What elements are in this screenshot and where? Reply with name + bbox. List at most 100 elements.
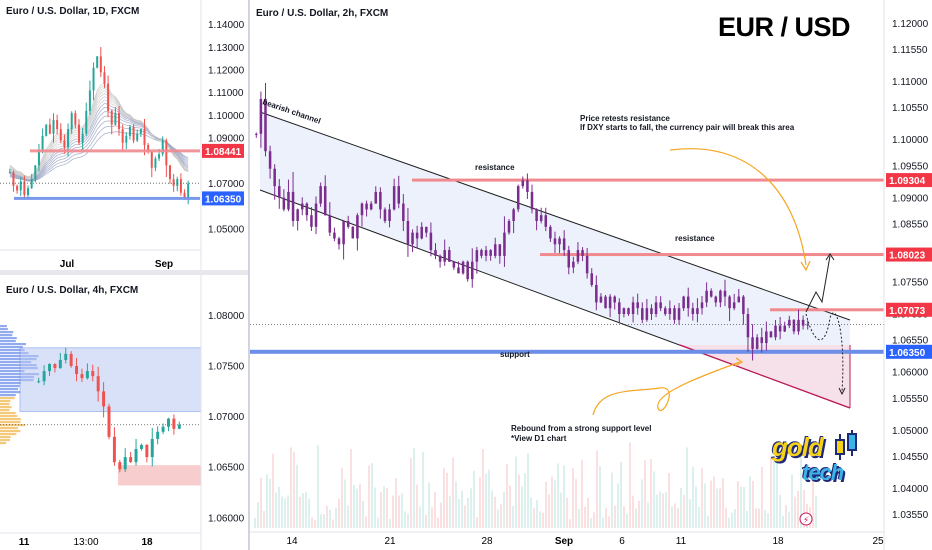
volume-bar: [767, 513, 769, 528]
main-chart[interactable]: bearish channel Price retests resistanceI…: [250, 0, 932, 550]
volume-bar: [389, 518, 391, 528]
candle-body: [475, 250, 479, 262]
candle-body: [88, 90, 91, 111]
volume-bar: [725, 507, 727, 528]
main-chart-panel[interactable]: Euro / U.S. Dollar, 2h, FXCM bearish cha…: [250, 0, 932, 550]
volume-bar: [719, 488, 721, 528]
candle-body: [562, 238, 566, 251]
demand-zone: [118, 465, 201, 486]
candle-body: [443, 250, 446, 262]
candle-body: [102, 391, 106, 407]
supply-zone: [19, 347, 202, 413]
candle-body: [34, 165, 37, 180]
pullback-path: [805, 312, 844, 393]
candle-body: [461, 261, 465, 274]
volume-bar: [746, 510, 748, 528]
h4-chart-panel[interactable]: Euro / U.S. Dollar, 4h, FXCM 1.08000 1.07…: [0, 275, 248, 550]
volume-bar: [674, 503, 676, 528]
orange-rebound-arrow: [592, 361, 741, 416]
volume-bar: [704, 483, 706, 528]
candle-body: [69, 353, 73, 367]
y-tick-label: 1.06550: [892, 336, 929, 347]
candle-body: [110, 110, 113, 125]
volume-bar: [344, 479, 346, 528]
volume-bar: [686, 447, 688, 528]
support-line: [14, 196, 200, 200]
volume-profile-bar: [0, 385, 20, 388]
vertical-divider[interactable]: [248, 0, 250, 550]
candle-body: [96, 56, 99, 68]
price-tag: [886, 302, 932, 317]
volume-bar: [398, 495, 400, 528]
volume-bar: [404, 511, 406, 528]
y-tick-label: 1.10550: [892, 103, 929, 114]
horizontal-divider[interactable]: [0, 270, 248, 275]
candle-body: [742, 296, 745, 315]
volume-bar: [320, 514, 322, 528]
projection-diagonal: [679, 344, 851, 409]
candle-body: [291, 191, 295, 222]
volume-bar: [812, 466, 814, 528]
resistance-line-3: [770, 308, 884, 312]
volume-bar: [800, 455, 802, 528]
volume-bar: [512, 505, 514, 528]
volume-bar: [446, 472, 448, 528]
price-tag: [886, 173, 932, 188]
candle-body: [507, 221, 511, 233]
volume-bar: [452, 457, 454, 528]
candle-body: [99, 56, 102, 73]
ma-ribbon-line: [9, 103, 189, 181]
volume-bar: [518, 474, 520, 528]
volume-bar: [392, 495, 394, 528]
y-tick-label: 1.06500: [208, 463, 245, 474]
ma-ribbon-line: [9, 82, 189, 177]
candle-body: [429, 232, 433, 251]
candle-body: [103, 72, 106, 84]
h4-chart[interactable]: 1.08000 1.07500 1.07000 1.06500 1.06000 11 13:…: [0, 275, 248, 550]
volume-bar: [260, 477, 262, 528]
volume-bar: [614, 505, 616, 528]
candle-body: [654, 302, 658, 315]
volume-bar: [341, 467, 343, 528]
candle-body: [705, 290, 708, 303]
x-tick-label: 11: [19, 537, 30, 548]
candle-body: [581, 250, 584, 256]
x-tick-label: 13:00: [73, 537, 98, 548]
candle-body: [516, 186, 520, 210]
arrow-head: [800, 260, 811, 272]
volume-bar: [587, 497, 589, 528]
price-tag-label: 1.07073: [889, 306, 926, 317]
candle-body: [686, 296, 690, 309]
candle-body: [645, 308, 649, 320]
volume-profile-bar: [0, 355, 39, 358]
resistance-line-2: [540, 253, 884, 257]
candle-body: [177, 424, 181, 429]
volume-profile-bar: [0, 391, 21, 394]
volume-bar: [494, 496, 496, 528]
candle-body: [165, 140, 168, 166]
candle-body: [434, 250, 437, 256]
arrow-head: [825, 253, 835, 261]
daily-chart-panel[interactable]: Euro / U.S. Dollar, 1D, FXCM 1.14000 1.13…: [0, 0, 248, 270]
candle-body: [8, 172, 11, 174]
volume-bar: [698, 506, 700, 528]
event-lightning-glyph: ⚡: [803, 515, 809, 525]
daily-chart[interactable]: 1.14000 1.13000 1.12000 1.11000 1.10000 1.090…: [0, 0, 248, 270]
volume-bar: [491, 490, 493, 528]
candle-body: [480, 250, 483, 256]
volume-bar: [662, 493, 664, 528]
note-line-2: If DXY starts to fall, the currency pair…: [580, 123, 795, 132]
volume-bar: [563, 465, 565, 528]
volume-bar: [458, 499, 460, 528]
candle-body: [604, 296, 607, 309]
candle-body: [23, 181, 26, 195]
volume-profile-bar: [0, 388, 19, 391]
candle-body: [677, 308, 681, 320]
volume-bar: [350, 449, 352, 528]
volume-bar: [665, 492, 667, 528]
volume-bar: [599, 465, 601, 528]
volume-bar: [671, 506, 673, 528]
resistance-line: [30, 149, 200, 153]
candle-body: [187, 183, 190, 198]
volume-bar: [617, 483, 619, 528]
